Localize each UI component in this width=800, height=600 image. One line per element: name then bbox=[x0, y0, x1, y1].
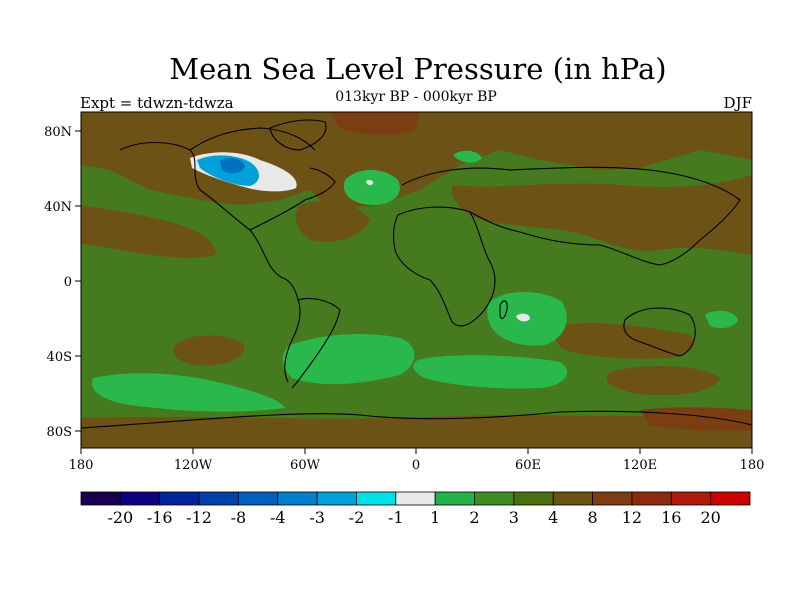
map-subtitle: 013kyr BP - 000kyr BP bbox=[335, 89, 497, 105]
lat-tick-label: 40S bbox=[47, 350, 72, 365]
colorbar-label: -16 bbox=[147, 508, 173, 527]
lon-tick-label: 180 bbox=[740, 458, 765, 473]
colorbar-swatch bbox=[513, 491, 554, 506]
coastline-arctic-canada bbox=[189, 127, 316, 151]
colorbar-label: -12 bbox=[186, 508, 212, 527]
colorbar-swatch bbox=[119, 491, 161, 506]
coastline-eurasia bbox=[401, 166, 741, 266]
lat-tick-label: 80N bbox=[44, 125, 72, 140]
colorbar-swatch bbox=[277, 491, 318, 506]
latitude-axis: 80N 40N 0 40S 80S bbox=[44, 125, 81, 440]
colorbar-label: 4 bbox=[548, 508, 558, 527]
lon-tick-label: 0 bbox=[412, 458, 420, 473]
colorbar-label: -8 bbox=[231, 508, 247, 527]
coastline-south-america-east bbox=[291, 297, 341, 389]
lon-tick-label: 60E bbox=[515, 458, 541, 473]
colorbar-label: -3 bbox=[309, 508, 325, 527]
lat-tick-label: 40N bbox=[44, 200, 72, 215]
lon-tick-label: 120E bbox=[623, 458, 657, 473]
colorbar-label: 1 bbox=[430, 508, 440, 527]
lat-tick-label: 0 bbox=[64, 275, 72, 290]
green-region-tasman bbox=[705, 310, 738, 328]
brown-region-antarctica bbox=[81, 415, 752, 448]
colorbar-swatch bbox=[670, 491, 712, 506]
colorbar-swatch bbox=[80, 491, 121, 506]
brown-region-eurasia bbox=[451, 175, 752, 255]
blue-region-laurentide bbox=[220, 158, 245, 174]
colorbar-label: -1 bbox=[388, 508, 404, 527]
colorbar-label: 20 bbox=[700, 508, 720, 527]
colorbar-swatch bbox=[552, 491, 593, 506]
map-title: Mean Sea Level Pressure (in hPa) bbox=[169, 52, 667, 86]
colorbar-label: 16 bbox=[661, 508, 681, 527]
brown-region-southern-ocean bbox=[606, 366, 720, 396]
colorbar-swatch bbox=[474, 491, 515, 506]
lon-tick-label: 180 bbox=[69, 458, 94, 473]
colorbar-swatch bbox=[710, 491, 751, 506]
colorbar-label: 3 bbox=[509, 508, 519, 527]
colorbar-label: 2 bbox=[469, 508, 479, 527]
green-region-south-atlantic bbox=[282, 334, 415, 385]
coastline-greenland bbox=[269, 119, 327, 151]
coastline-australia bbox=[623, 307, 696, 357]
colorbar: -20 -16 -12 -8 -4 -3 -2 -1 1 2 3 4 8 12 16 20 bbox=[80, 491, 751, 527]
green-region-north-atlantic bbox=[343, 169, 400, 205]
green-region-scandinavia bbox=[453, 150, 482, 163]
colorbar-swatch bbox=[356, 491, 397, 506]
coastline-madagascar bbox=[499, 300, 508, 320]
green-region-southern-ocean bbox=[413, 355, 568, 389]
season-label: DJF bbox=[723, 94, 752, 112]
brown-region-south-pacific bbox=[173, 335, 245, 366]
colorbar-swatch bbox=[592, 491, 633, 506]
colorbar-swatch bbox=[316, 491, 357, 506]
white-spot-indian bbox=[516, 313, 530, 322]
colorbar-swatch bbox=[159, 491, 200, 506]
coastline-antarctica bbox=[81, 410, 752, 429]
brown-region-south-indian bbox=[554, 323, 694, 359]
coastline-north-america-east bbox=[249, 167, 336, 231]
longitude-axis: 180 120W 60W 0 60E 120E 180 bbox=[69, 448, 765, 473]
lon-tick-label: 120W bbox=[174, 458, 213, 473]
colorbar-swatch bbox=[198, 491, 239, 506]
colorbar-swatch bbox=[238, 491, 279, 506]
white-spot-atlantic bbox=[366, 180, 374, 185]
coastline-americas bbox=[119, 142, 301, 383]
colorbar-swatch bbox=[631, 491, 672, 506]
colorbar-label: -4 bbox=[270, 508, 286, 527]
dark-brown-region bbox=[330, 112, 420, 135]
colorbar-swatch bbox=[434, 491, 475, 506]
pressure-field bbox=[81, 112, 752, 448]
brown-region-north-atlantic bbox=[295, 200, 370, 242]
green-region-south-pacific bbox=[91, 373, 285, 412]
lat-tick-label: 80S bbox=[47, 425, 72, 440]
colorbar-label: -2 bbox=[349, 508, 365, 527]
colorbar-label: 12 bbox=[622, 508, 642, 527]
colorbar-swatch bbox=[395, 491, 436, 506]
brown-region-north-pacific bbox=[81, 205, 216, 258]
experiment-label: Expt = tdwzn-tdwza bbox=[80, 94, 234, 112]
coastlines bbox=[81, 119, 752, 429]
colorbar-label: 8 bbox=[587, 508, 597, 527]
lon-tick-label: 60W bbox=[290, 458, 321, 473]
colorbar-label: -20 bbox=[107, 508, 133, 527]
